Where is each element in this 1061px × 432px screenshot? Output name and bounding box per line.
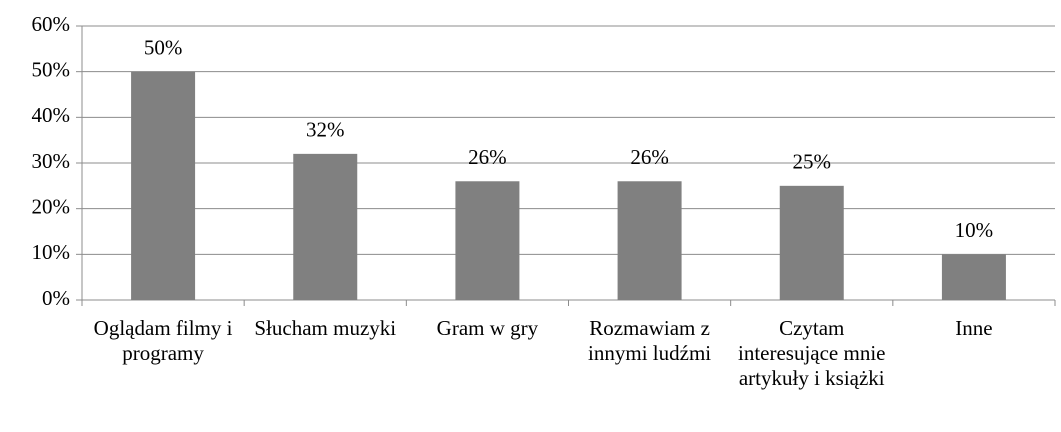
data-label: 25% bbox=[793, 150, 832, 174]
y-tick-label: 20% bbox=[32, 194, 71, 218]
x-tick-label: Czytam interesujące mnie artykuły i ksią… bbox=[737, 316, 886, 390]
data-label: 26% bbox=[630, 145, 669, 169]
data-label: 26% bbox=[468, 145, 507, 169]
x-tick-label: Rozmawiam z innymi ludźmi bbox=[588, 316, 712, 365]
y-tick-label: 50% bbox=[32, 57, 71, 81]
bar bbox=[455, 181, 520, 300]
y-tick-label: 10% bbox=[32, 240, 71, 264]
bar bbox=[131, 71, 196, 301]
y-tick-label: 40% bbox=[32, 103, 71, 127]
y-tick-label: 30% bbox=[32, 149, 71, 173]
x-tick-label: Gram w gry bbox=[436, 316, 539, 340]
y-tick-label: 60% bbox=[32, 12, 71, 36]
x-tick-label: Oglądam filmy i programy bbox=[93, 316, 233, 365]
bar bbox=[779, 185, 844, 300]
bar bbox=[941, 254, 1006, 300]
bar bbox=[617, 181, 682, 300]
data-label: 10% bbox=[955, 218, 994, 242]
x-tick-label: Słucham muzyki bbox=[254, 316, 397, 340]
data-label: 32% bbox=[306, 118, 345, 142]
bar bbox=[293, 153, 358, 300]
y-tick-label: 0% bbox=[42, 286, 70, 310]
data-label: 50% bbox=[144, 35, 183, 59]
x-tick-label: Inne bbox=[955, 316, 993, 340]
